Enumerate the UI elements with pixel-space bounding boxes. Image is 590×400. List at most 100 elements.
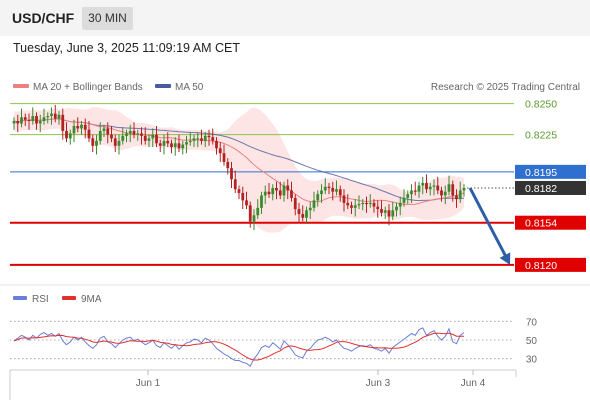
support-tag [515,215,586,230]
candle [16,114,20,133]
candle [147,134,151,148]
candle [402,189,406,207]
ma20-legend-swatch [13,84,29,88]
candle [80,121,83,135]
time-axis: Jun 1 Jun 3 Jun 4 [9,369,517,400]
candle [207,129,211,146]
candle [162,134,166,155]
candle [132,122,136,139]
candle [443,185,447,205]
candle [451,180,455,202]
pivot-label: 0.8195 [525,167,557,179]
candlesticks [12,104,466,231]
forecast-arrow [468,187,511,265]
candle [38,114,42,133]
candle [447,175,451,196]
candle [327,183,331,195]
candle [395,202,398,217]
candle [192,134,196,148]
candle [248,201,252,228]
candle [241,186,245,210]
candle [61,108,65,140]
header-bar: USD/CHF 30 MIN [0,0,590,36]
candle [275,181,278,200]
candle [218,142,222,162]
currency-pair: USD/CHF [12,10,75,26]
support-tag [515,257,586,272]
candle [428,183,432,196]
candle [387,204,391,226]
candle [308,201,312,219]
candle [65,122,68,143]
candle [110,125,113,143]
rsi-line [13,327,465,367]
candle [290,181,293,202]
candle [338,185,342,202]
candle [237,185,241,200]
candle [181,140,185,155]
candle [233,170,237,193]
candle [440,186,443,202]
candle [458,181,462,203]
candle [421,176,425,195]
candle [361,199,365,211]
rsi-ma-legend-swatch [62,296,76,300]
rsi-ma-line [13,332,464,361]
candle [23,113,27,126]
candle [185,135,188,154]
candle [136,129,140,141]
candle [155,125,158,148]
candle [173,137,177,156]
candle [256,199,260,219]
candle [335,180,338,196]
candle [271,184,275,201]
candle [417,181,421,198]
rsi-legend-swatch [13,296,27,300]
timeframe-button[interactable]: 30 MIN [82,7,133,30]
x-tick-label: Jun 4 [461,378,486,389]
candle [170,139,173,154]
candle [316,190,320,207]
candle [357,195,361,210]
x-tick-label: Jun 1 [136,378,161,389]
ma20-legend-label: MA 20 + Bollinger Bands [33,82,143,93]
candle [196,132,200,148]
rsi-panel: 70 50 30 [10,317,538,367]
resistance-label: 0.8225 [525,130,557,142]
candle [113,134,117,153]
candle [462,184,466,197]
pivot-tag [515,164,586,179]
candle [128,124,132,143]
candle [323,178,327,195]
candle [391,201,395,221]
candle [252,209,256,231]
candle [245,191,248,210]
candle [215,137,218,155]
candle [203,132,207,148]
candle [305,206,308,224]
candle [331,181,335,201]
candle [263,185,267,205]
candle [432,179,436,196]
candle [410,184,413,203]
rsi-tick-label: 70 [526,317,538,328]
candle [297,202,301,223]
candle [293,194,297,216]
candle [158,139,162,153]
candle [42,108,46,125]
candle [72,119,76,143]
candle [91,134,95,153]
current-price-label: 0.8182 [525,183,557,195]
candle [76,117,80,133]
candle [372,199,376,213]
candle [106,122,110,144]
candle [406,190,410,205]
candle [455,189,458,208]
forecast-arrow-shaft [468,187,508,258]
candle [413,181,417,196]
rsi-tick-label: 50 [526,336,538,347]
forecast-arrow-head [499,252,511,265]
candle [12,117,16,130]
